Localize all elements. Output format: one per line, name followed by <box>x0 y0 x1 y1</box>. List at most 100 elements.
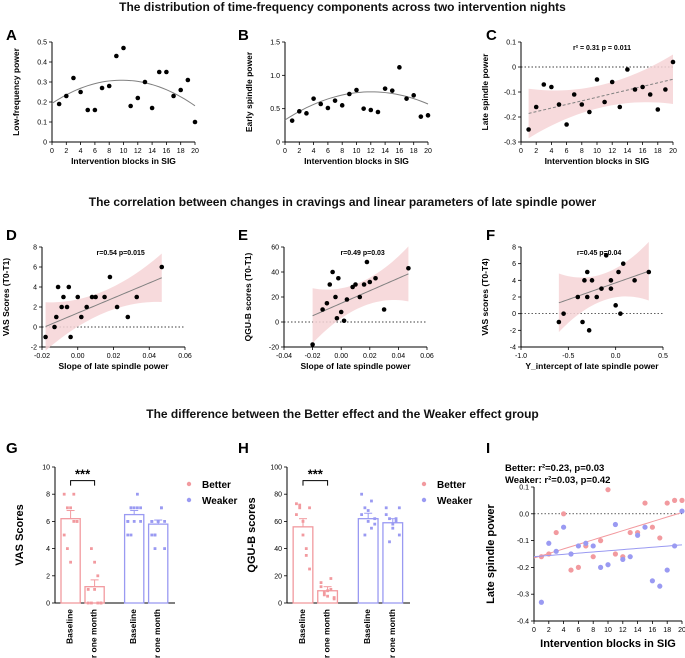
data-point-better <box>568 567 574 573</box>
individual-point <box>86 588 90 591</box>
individual-point <box>69 506 72 510</box>
stat-annotation: Better: r²=0.23, p=0.03 <box>505 463 604 474</box>
panel-label: E <box>238 227 248 244</box>
panel-label: D <box>6 227 17 244</box>
data-point <box>620 261 626 266</box>
y-tick-label: 0 <box>46 601 50 608</box>
data-point <box>587 109 592 115</box>
data-point <box>556 319 562 325</box>
x-tick-label: 0.04 <box>392 353 406 360</box>
x-tick-label: -0.02 <box>305 353 321 360</box>
data-point-weaker <box>612 521 619 528</box>
individual-point <box>99 601 103 605</box>
x-tick-label: 14 <box>624 148 632 155</box>
x-tick-label: 0.5 <box>658 353 668 360</box>
individual-point <box>66 547 69 550</box>
data-point-better <box>627 529 633 536</box>
data-point <box>171 93 176 99</box>
x-tick-label: -0.5 <box>562 353 574 360</box>
y-tick-label: 0 <box>278 601 282 608</box>
x-tick-label: 20 <box>678 627 685 634</box>
individual-point <box>93 560 96 564</box>
data-point <box>361 106 366 111</box>
individual-point <box>75 520 79 523</box>
x-tick-label: 0.06 <box>178 353 192 360</box>
legend-label: Better <box>437 480 466 491</box>
data-point-better <box>605 487 611 493</box>
data-point <box>338 309 344 315</box>
x-tick-label: 20 <box>424 148 432 155</box>
data-point <box>586 328 592 333</box>
x-tick-label: 2 <box>534 148 538 155</box>
data-point-better <box>649 524 656 530</box>
x-tick-label: 12 <box>619 627 627 634</box>
individual-point <box>366 509 370 512</box>
x-tick-label: 0.00 <box>334 353 348 360</box>
fit-line <box>533 511 683 559</box>
data-point <box>564 122 569 127</box>
significance-bracket <box>302 480 329 486</box>
data-point <box>418 114 424 119</box>
data-point-weaker <box>568 551 574 557</box>
data-point <box>655 107 661 112</box>
stat-annotation: r=0.54 p=0.015 <box>97 250 145 257</box>
individual-point <box>139 520 142 523</box>
data-point-weaker <box>657 583 663 589</box>
x-tick-label: 0 <box>50 148 54 155</box>
y-tick-label: 1.0 <box>270 73 280 80</box>
data-point <box>354 87 359 93</box>
x-axis-label: Y_intercept of late spindle power <box>525 361 659 371</box>
data-point <box>54 314 59 320</box>
individual-point <box>304 554 308 557</box>
individual-point <box>90 601 93 605</box>
y-axis-label: QGU-B scores <box>246 497 258 572</box>
data-point <box>609 79 615 85</box>
y-tick-label: -0.1 <box>504 90 516 97</box>
individual-point <box>126 520 130 523</box>
y-tick-label: 0 <box>43 140 47 147</box>
data-point <box>541 82 547 87</box>
x-tick-label: 16 <box>649 627 657 634</box>
data-point <box>582 278 587 283</box>
data-point <box>389 88 395 93</box>
individual-point <box>139 506 142 510</box>
data-point-better <box>657 535 663 541</box>
y-tick-label: 0 <box>275 320 279 327</box>
data-point <box>549 84 554 90</box>
y-tick-label: 0 <box>276 140 280 147</box>
data-point-weaker <box>553 548 559 554</box>
data-point-better <box>664 500 670 506</box>
panel-B: B 0 0.5 1.0 1.5 0 2 4 6 8 10 12 14 16 18 20 Intervention… <box>238 27 432 166</box>
x-tick-label: 10 <box>604 627 612 634</box>
data-point <box>134 294 140 300</box>
data-point <box>561 311 566 316</box>
data-point <box>632 87 638 92</box>
data-point <box>357 294 363 300</box>
significance-bracket <box>70 480 96 486</box>
y-tick-label: 8 <box>33 245 37 252</box>
x-tick-label: 12 <box>134 148 142 155</box>
x-tick-label: 6 <box>576 627 580 634</box>
panel-E: E -20 0 20 40 60 -0.04 -0.02 0.00 0.02 0.04 0.06 Slo… <box>238 227 434 371</box>
x-tick-label: 14 <box>148 148 156 155</box>
data-point <box>368 107 374 113</box>
x-tick-label: 8 <box>340 148 344 155</box>
panel-label: B <box>238 27 249 44</box>
individual-point <box>132 506 136 510</box>
y-tick-label: -0.3 <box>504 140 516 147</box>
fit-line <box>284 91 429 121</box>
data-point <box>192 119 198 125</box>
data-point-weaker <box>672 543 678 549</box>
individual-point <box>384 513 388 516</box>
data-point <box>375 109 381 115</box>
data-point <box>61 294 66 300</box>
data-point <box>584 294 590 300</box>
data-point <box>59 304 64 310</box>
individual-point <box>394 517 398 521</box>
data-point <box>580 319 585 325</box>
x-tick-label: 0 <box>519 148 523 155</box>
data-point <box>79 314 84 320</box>
row2-title: The correlation between changes in cravi… <box>88 195 597 209</box>
data-point <box>78 89 83 95</box>
individual-point <box>326 594 329 598</box>
